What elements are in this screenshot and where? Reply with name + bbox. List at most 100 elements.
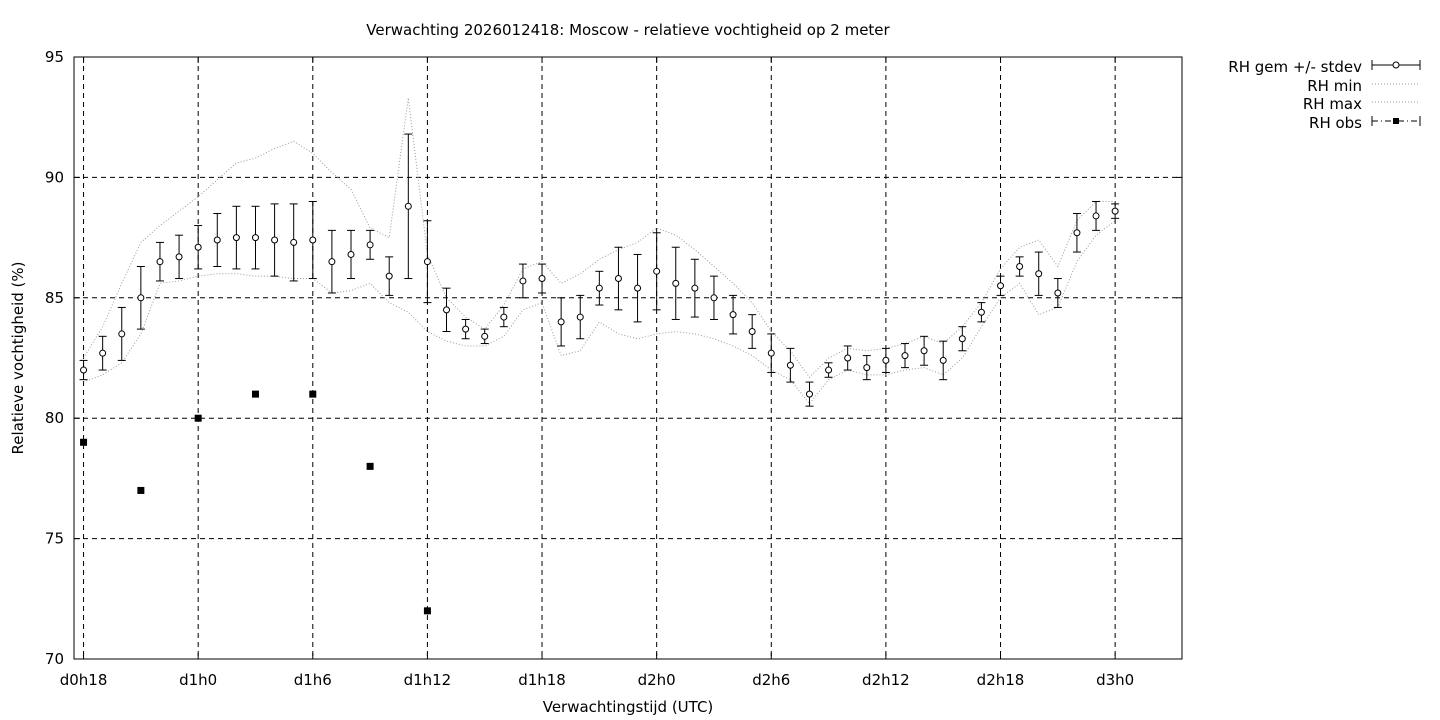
y-tick-label: 80 — [45, 409, 64, 427]
y-tick-label: 90 — [45, 168, 64, 186]
error-bar — [79, 359, 88, 381]
error-bar — [614, 246, 623, 311]
x-tick-label: d2h0 — [638, 671, 676, 689]
error-bar — [996, 275, 1005, 296]
error-bar — [1072, 213, 1081, 253]
mean-point — [1111, 207, 1119, 215]
error-bar — [881, 347, 890, 373]
mean-point — [404, 202, 412, 210]
error-bar — [557, 297, 566, 347]
x-tick-label: d1h0 — [179, 671, 217, 689]
mean-point — [443, 306, 451, 314]
mean-point — [118, 330, 126, 338]
mean-point — [920, 347, 928, 355]
x-tick-label: d0h18 — [60, 671, 108, 689]
mean-point — [232, 234, 240, 242]
legend-swatch-obs — [1371, 116, 1421, 126]
mean-point — [958, 335, 966, 343]
mean-stdev-series — [79, 133, 1120, 407]
error-bar — [1092, 200, 1101, 231]
mean-point — [271, 236, 279, 244]
error-bar — [98, 335, 107, 371]
mean-point — [672, 279, 680, 287]
error-bar — [289, 203, 298, 282]
rh-min-line — [83, 220, 1116, 405]
mean-point — [366, 241, 374, 249]
error-bar — [690, 258, 699, 318]
error-bar — [232, 205, 241, 270]
error-bar — [175, 234, 184, 280]
error-bar — [136, 265, 145, 330]
legend-label-obs: RH obs — [1309, 114, 1362, 132]
y-tick-label: 95 — [45, 48, 64, 66]
chart-title: Verwachting 2026012418: Moscow - relatie… — [366, 21, 890, 39]
error-bar — [461, 318, 470, 340]
error-bar — [652, 232, 661, 311]
legend: RH gem +/- stdev RH min RH max RH obs — [1228, 58, 1421, 132]
mean-point — [939, 356, 947, 364]
legend-label-mean: RH gem +/- stdev — [1228, 58, 1362, 76]
error-bar — [671, 246, 680, 320]
mean-point — [863, 364, 871, 372]
mean-point — [290, 238, 298, 246]
error-bar — [843, 345, 852, 371]
plot-frame — [73, 56, 1183, 660]
legend-label-min: RH min — [1307, 77, 1362, 95]
mean-point — [137, 294, 145, 302]
mean-point — [1073, 229, 1081, 237]
error-bar — [518, 263, 527, 299]
legend-label-max: RH max — [1303, 95, 1362, 113]
error-bar — [1111, 203, 1120, 219]
min-max-lines — [83, 97, 1116, 405]
y-tick-label: 70 — [45, 650, 64, 668]
mean-point — [347, 250, 355, 258]
mean-point — [691, 284, 699, 292]
error-bar — [308, 200, 317, 280]
mean-point — [901, 352, 909, 360]
error-bar — [595, 270, 604, 306]
mean-point — [825, 366, 833, 374]
error-bar — [958, 326, 967, 352]
mean-point — [595, 284, 603, 292]
x-tick-label: d1h12 — [404, 671, 452, 689]
obs-point — [137, 486, 145, 494]
obs-series — [80, 390, 431, 615]
mean-point — [844, 354, 852, 362]
mean-point — [385, 272, 393, 280]
error-bar — [729, 294, 738, 335]
y-axis-label: Relatieve vochtigheid (%) — [9, 261, 27, 454]
mean-point — [538, 275, 546, 283]
mean-point — [328, 258, 336, 266]
obs-point — [194, 414, 202, 422]
y-tick-label: 75 — [45, 530, 64, 548]
mean-point — [99, 349, 107, 357]
x-tick-label: d1h18 — [518, 671, 566, 689]
x-tick-label: d2h18 — [977, 671, 1025, 689]
error-bar — [327, 229, 336, 294]
mean-point — [156, 258, 164, 266]
error-bar — [633, 253, 642, 323]
error-bar — [786, 347, 795, 383]
obs-point — [366, 462, 374, 470]
x-tick-label: d1h6 — [294, 671, 332, 689]
obs-point — [423, 607, 431, 615]
mean-point — [80, 366, 88, 374]
legend-swatch-mean — [1371, 60, 1421, 70]
error-bar — [404, 133, 413, 280]
error-bar — [1015, 256, 1024, 277]
x-tick-label: d2h12 — [862, 671, 910, 689]
mean-point — [977, 308, 985, 316]
error-bar — [1034, 251, 1043, 296]
mean-point — [500, 313, 508, 321]
mean-point — [997, 282, 1005, 290]
mean-point — [175, 253, 183, 261]
error-bar — [824, 362, 833, 378]
mean-point — [251, 234, 259, 242]
error-bar — [194, 225, 203, 270]
error-bar — [1053, 278, 1062, 308]
error-bar — [576, 294, 585, 340]
y-tick-label: 85 — [45, 289, 64, 307]
mean-point — [748, 328, 756, 336]
error-bar — [538, 263, 547, 294]
error-bar — [805, 381, 814, 407]
